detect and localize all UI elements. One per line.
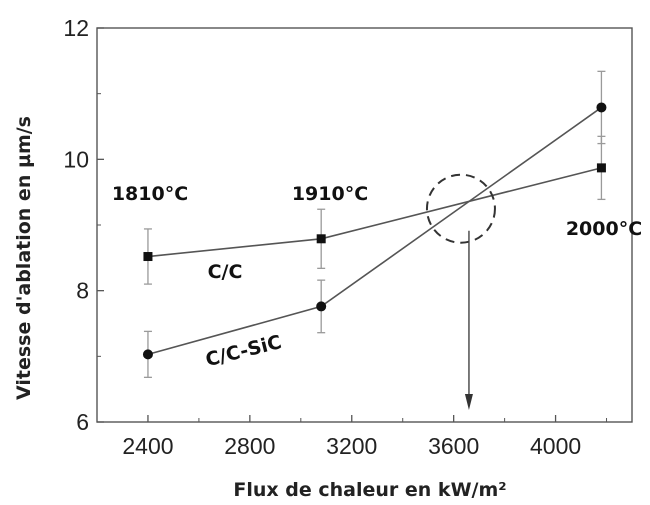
x-tick-label: 2800 — [224, 433, 275, 459]
intersection-circle — [425, 173, 496, 244]
point-c-c-sic — [142, 349, 153, 360]
y-axis-title: Vitesse d'ablation en µm/s — [13, 116, 35, 400]
y-tick-label: 8 — [76, 278, 89, 304]
annotations: C/C C/C-SiC 1810°C 1910°C 2000°C — [112, 173, 642, 410]
series — [142, 70, 607, 378]
temperature-annotation: 2000°C — [566, 218, 642, 240]
series-line-c-c — [147, 167, 602, 258]
x-tick-label: 4000 — [530, 433, 581, 459]
point-c-c-sic — [316, 301, 327, 312]
x-axis-title: Flux de chaleur en kW/m² — [233, 479, 506, 501]
temperature-annotation: 1910°C — [292, 183, 368, 205]
intersection-arrow-head — [464, 394, 473, 410]
point-c-c-sic — [596, 102, 607, 113]
axes — [96, 27, 633, 423]
point-c-c — [143, 252, 153, 262]
series-line-c-c-sic — [147, 106, 602, 356]
point-c-c — [596, 163, 606, 173]
x-tick-label: 2400 — [122, 433, 173, 459]
x-tick-label: 3600 — [428, 433, 479, 459]
plot-frame — [96, 27, 633, 423]
y-tick-label: 12 — [63, 15, 89, 41]
y-tick-label: 6 — [76, 409, 89, 435]
temperature-annotation: 1810°C — [112, 183, 188, 205]
y-tick-label: 10 — [63, 146, 89, 172]
ticks: 2400 2800 3200 3600 4000 6 8 10 12 — [63, 15, 608, 459]
series-label-c-c-sic: C/C-SiC — [203, 331, 283, 371]
point-c-c — [316, 234, 326, 244]
series-label-c-c: C/C — [208, 261, 243, 283]
x-tick-label: 3200 — [326, 433, 377, 459]
